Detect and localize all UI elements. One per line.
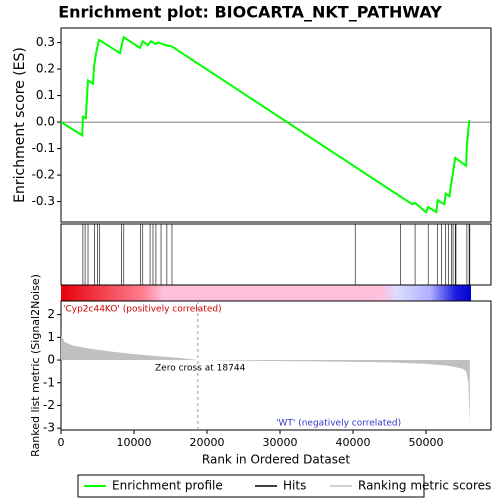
y-tick-label: -1	[43, 375, 55, 389]
y-tick-label: 0.2	[36, 62, 55, 76]
x-tick-label: 0	[58, 436, 65, 449]
legend-label: Enrichment profile	[112, 479, 223, 493]
annotation: 'Cyp2c44KO' (positively correlated)	[63, 305, 222, 315]
y-tick-label: 0.1	[36, 88, 55, 102]
y-axis-label: Enrichment score (ES)	[12, 47, 28, 203]
y-tick-label: -3	[43, 421, 55, 435]
plot-frame	[60, 223, 492, 286]
y-tick-label: 1	[47, 330, 55, 344]
annotation: Zero cross at 18744	[155, 364, 246, 374]
y-tick-label: 0.0	[36, 115, 55, 129]
chart-title: Enrichment plot: BIOCARTA_NKT_PATHWAY	[58, 3, 442, 22]
y-tick-label: 0	[47, 353, 55, 367]
x-tick-label: 20000	[190, 436, 225, 449]
x-axis-label: Rank in Ordered Dataset	[202, 453, 350, 467]
plot-frame	[60, 300, 492, 431]
x-tick-label: 10000	[117, 436, 152, 449]
x-tick-label: 40000	[336, 436, 371, 449]
x-tick-label: 50000	[409, 436, 444, 449]
metric-area	[61, 335, 470, 425]
y-tick-label: -0.3	[32, 194, 55, 208]
y-axis-label: Ranked list metric (Signal2Noise)	[29, 274, 42, 457]
enrichment-line	[60, 35, 471, 214]
legend-label: Hits	[283, 479, 306, 493]
annotation: 'WT' (negatively correlated)	[276, 419, 401, 429]
legend-box	[77, 474, 425, 498]
plot-frame	[60, 27, 492, 223]
y-tick-label: -0.1	[32, 141, 55, 155]
y-tick-label: 0.3	[36, 35, 55, 49]
y-tick-label: -0.2	[32, 168, 55, 182]
x-tick-label: 30000	[263, 436, 298, 449]
legend-label: Ranking metric scores	[358, 479, 491, 493]
rank-color-band	[61, 285, 471, 301]
y-tick-label: -2	[43, 398, 55, 412]
y-tick-label: 2	[47, 307, 55, 321]
